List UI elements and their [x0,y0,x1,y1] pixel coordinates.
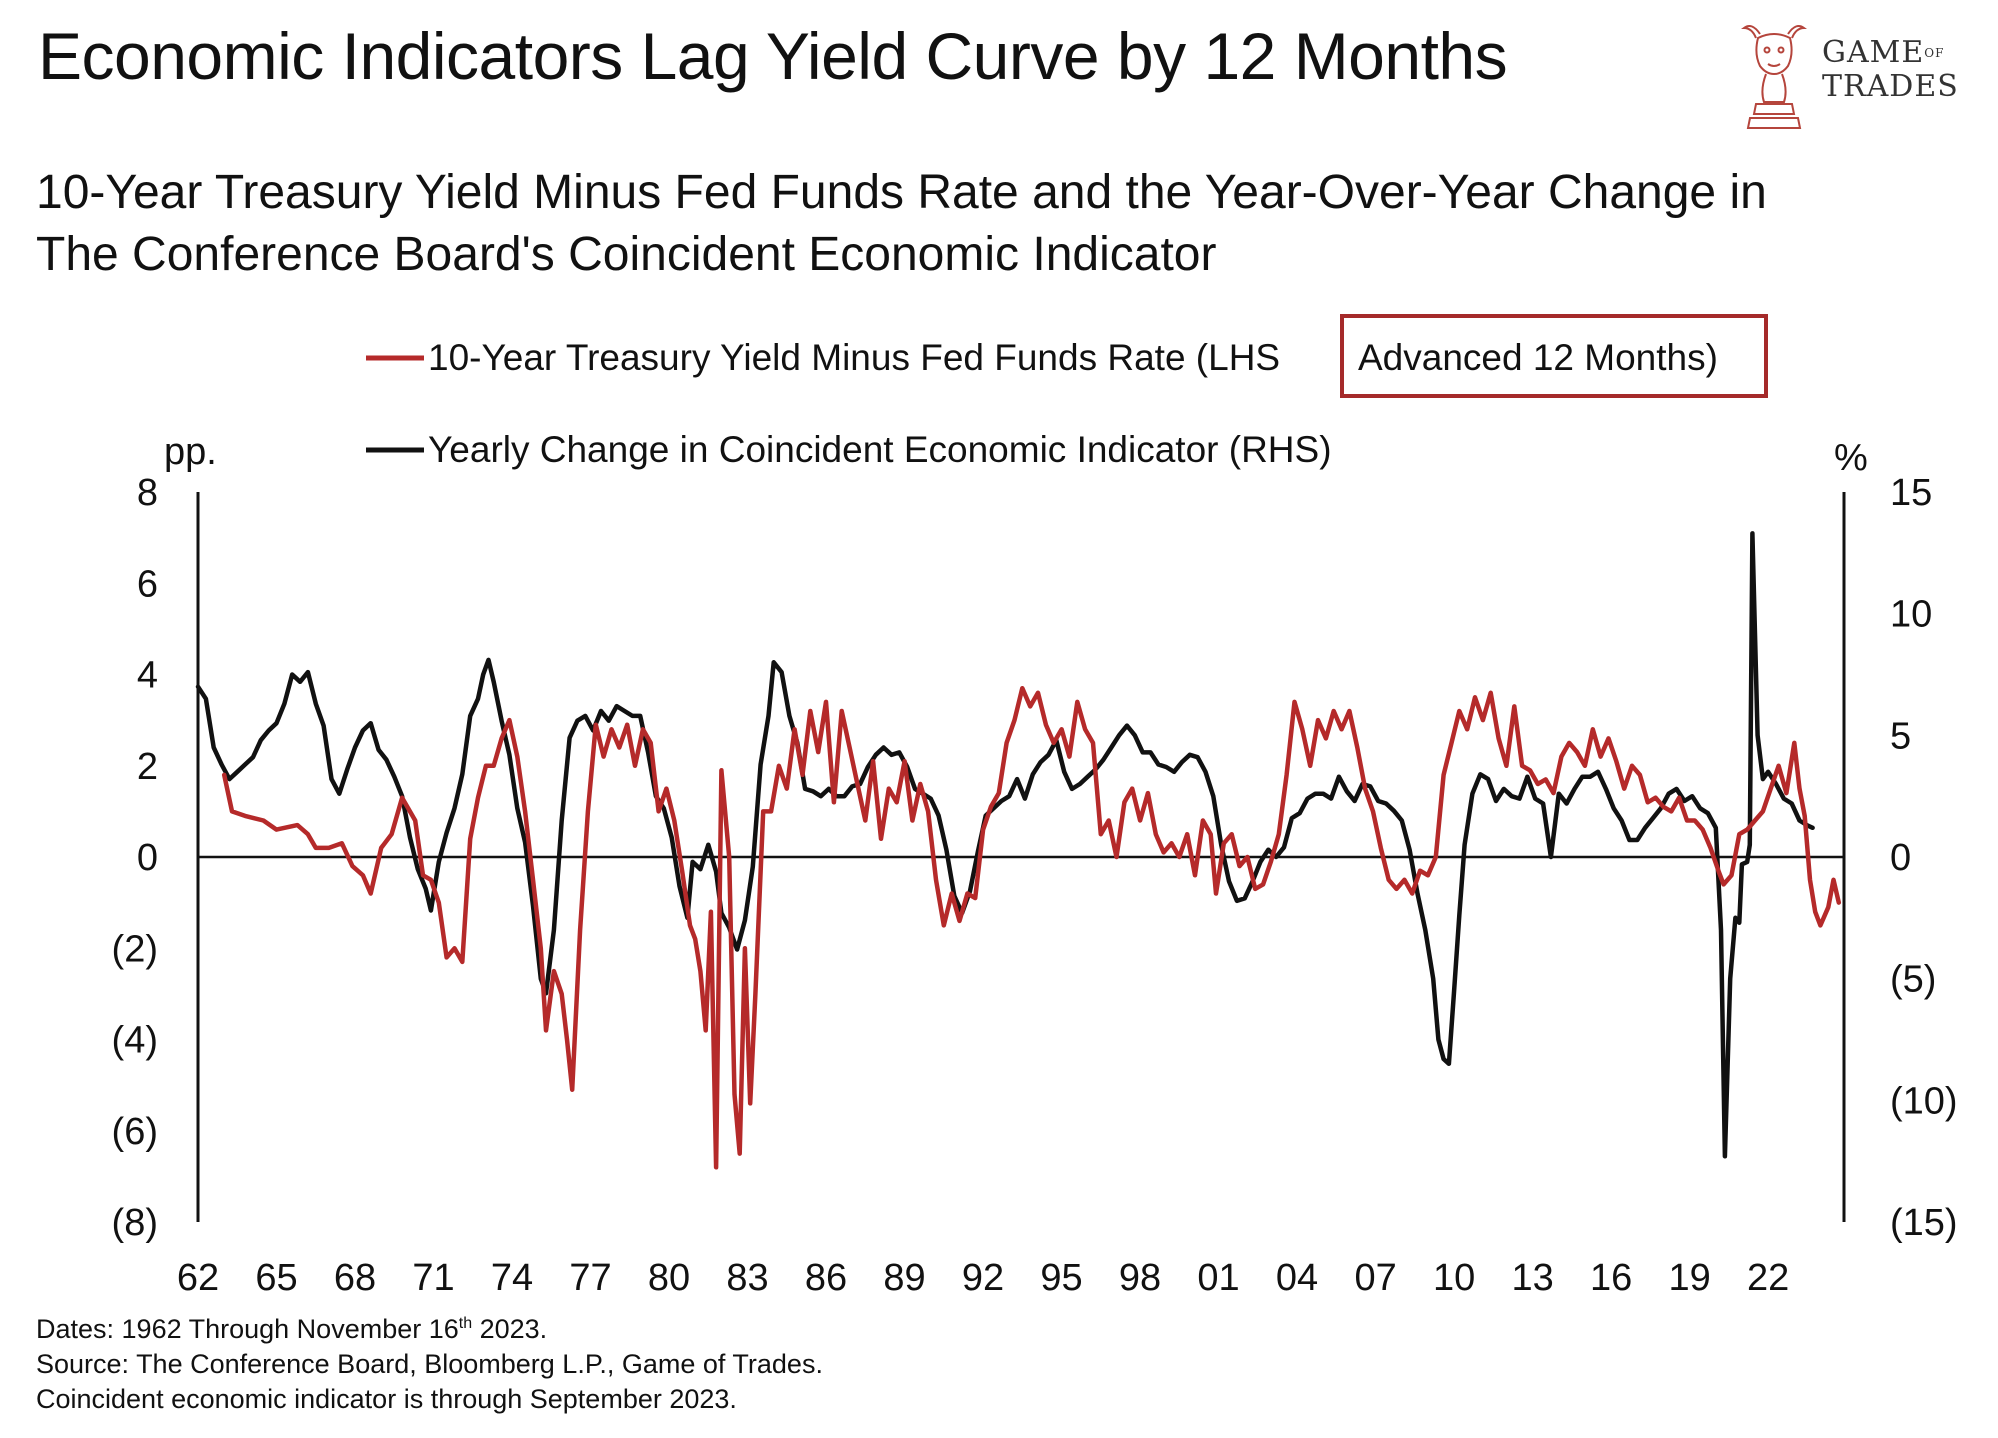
x-tick-label: 19 [1668,1257,1710,1299]
axes: pp. %86420(2)(4)(6)(8)151050(5)(10)(15)62… [112,431,1958,1299]
footnote-dates-sup: th [458,1315,473,1332]
x-tick-label: 95 [1040,1257,1082,1299]
logo-line1: GAME [1822,35,1925,70]
x-tick-label: 01 [1197,1257,1239,1299]
right-tick-label: 15 [1890,472,1932,514]
right-tick-label: 0 [1890,837,1911,879]
series-line-coincident-indicator [195,531,1815,1159]
legend-label-black: Yearly Change in Coincident Economic Ind… [428,429,1332,470]
footnotes: Dates: 1962 Through November 16th 2023. … [36,1306,823,1417]
left-tick-label: (4) [112,1020,158,1062]
x-tick-label: 74 [491,1257,533,1299]
x-tick-label: 92 [962,1257,1004,1299]
x-tick-label: 86 [805,1257,847,1299]
right-tick-label: (15) [1890,1202,1958,1244]
series-lines [195,531,1842,1170]
right-tick-label: 10 [1890,594,1932,636]
left-tick-label: 0 [137,837,158,879]
footnote-note: Coincident economic indicator is through… [36,1384,737,1414]
legend: 10-Year Treasury Yield Minus Fed Funds R… [366,314,1768,470]
left-tick-label: (8) [112,1202,158,1244]
x-tick-label: 07 [1354,1257,1396,1299]
x-tick-label: 22 [1747,1257,1789,1299]
left-tick-label: (6) [112,1111,158,1153]
logo-line2: TRADES [1822,69,1959,104]
x-tick-label: 98 [1119,1257,1161,1299]
bull-knight-icon [1740,25,1808,129]
footnote-dates-suffix: 2023. [472,1314,548,1344]
footnote-dates: Dates: 1962 Through November 16th 2023. [36,1306,823,1347]
logo-of: OF [1924,46,1945,60]
legend-highlight-box [1340,314,1768,398]
x-tick-label: 65 [255,1257,297,1299]
series-line-yield-spread [221,685,1842,1170]
footnote-source: Source: The Conference Board, Bloomberg … [36,1349,823,1379]
x-tick-label: 04 [1276,1257,1318,1299]
left-tick-label: 8 [137,472,158,514]
x-tick-label: 80 [648,1257,690,1299]
right-tick-label: 5 [1890,715,1911,757]
legend-label-red: 10-Year Treasury Yield Minus Fed Funds R… [428,337,1280,378]
logo-wordmark: GAMEOF TRADES [1822,36,1959,104]
left-tick-label: (2) [112,928,158,970]
right-tick-label: (10) [1890,1080,1958,1122]
left-axis-unit-label: pp. [164,431,217,473]
x-tick-label: 77 [569,1257,611,1299]
game-of-trades-logo: GAMEOF TRADES [1730,14,1970,134]
x-tick-label: 89 [883,1257,925,1299]
right-tick-label: (5) [1890,959,1936,1001]
x-tick-label: 16 [1590,1257,1632,1299]
x-tick-label: 83 [726,1257,768,1299]
left-tick-label: 4 [137,655,158,697]
subtitle-line-2: The Conference Board's Coincident Econom… [36,228,1217,281]
legend-label-highlight: Advanced 12 Months) [1358,337,1718,378]
x-tick-label: 13 [1511,1257,1553,1299]
x-tick-label: 68 [334,1257,376,1299]
x-tick-label: 10 [1433,1257,1475,1299]
chart-title: Economic Indicators Lag Yield Curve by 1… [38,19,1508,93]
chart-subtitle: 10-Year Treasury Yield Minus Fed Funds R… [36,162,1936,286]
x-tick-label: 71 [412,1257,454,1299]
x-tick-label: 62 [177,1257,219,1299]
left-tick-label: 2 [137,746,158,788]
footnote-dates-prefix: Dates: 1962 Through November 16 [36,1314,459,1344]
subtitle-line-1: 10-Year Treasury Yield Minus Fed Funds R… [36,166,1767,219]
right-axis-unit-label: % [1834,437,1868,479]
left-tick-label: 6 [137,563,158,605]
